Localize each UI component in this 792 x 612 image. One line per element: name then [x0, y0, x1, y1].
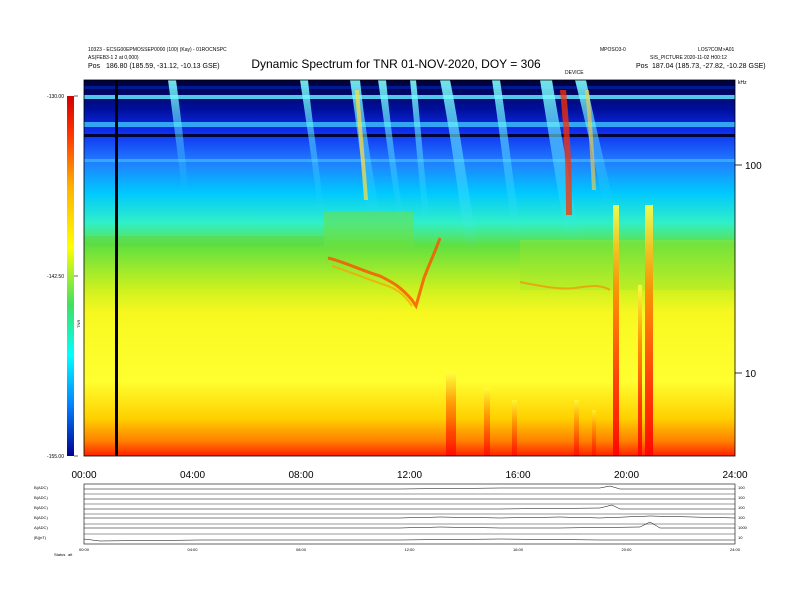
pos-right-label: Pos: [636, 63, 649, 70]
burst-streak: [410, 80, 430, 225]
burst-streak: [355, 90, 368, 200]
x-tick-label: 12:00: [397, 470, 422, 481]
colorbar-gradient: [67, 96, 74, 456]
header-meta-right-2: LOS?COM>A01: [698, 47, 735, 53]
header-meta-left-2: AS(FEB3-1 2 at 0,000): [88, 55, 139, 61]
panel-x-tick: 12:00: [404, 547, 415, 552]
burst-streak: [300, 80, 324, 210]
header-meta-right-1: MPOSO3-0: [600, 47, 626, 53]
burst-streak: [585, 90, 596, 190]
band-line: [84, 122, 735, 127]
pos-right-value: 187.04 (185.73, -27.82, -10.28 GSE): [652, 63, 766, 70]
panel-label: |B|(nT): [34, 535, 47, 540]
band-line: [84, 134, 735, 137]
burst-spike: [638, 285, 642, 456]
series-trace: [84, 515, 736, 519]
panel-axis-right: 10: [738, 535, 743, 540]
burst-streak: [440, 80, 478, 250]
x-tick-label: 20:00: [614, 470, 639, 481]
burst-spike: [512, 400, 517, 456]
timeseries-panels: B(ADC) B(ADC) B(ADC) B(ADC) A(ADC) |B|(n…: [34, 483, 748, 557]
colorbar-label-top: -130.00: [47, 94, 64, 100]
x-tick-label: 04:00: [180, 470, 205, 481]
series-trace: [84, 504, 735, 510]
marker-label: DEVICE: [565, 70, 584, 76]
x-tick-label: 08:00: [288, 470, 313, 481]
corner-unit-label: kHz: [738, 80, 747, 86]
x-tick-label: 16:00: [505, 470, 530, 481]
x-tick-label: 24:00: [722, 470, 747, 481]
burst-streak: [378, 80, 404, 220]
header-meta-right-3: SIS_PICTURE 2020-11-02 H00:12: [650, 55, 727, 61]
pos-left-value: 186.80 (185.59, -31.12, -10.13 GSE): [106, 63, 220, 70]
panel-label: B(ADC): [34, 515, 48, 520]
spectrogram-frame: [83, 79, 736, 457]
spectrogram-background: [84, 80, 735, 456]
y-tick-label: 10: [745, 369, 757, 380]
colorbar-label-mid: -142.50: [47, 274, 64, 280]
status-label: Status: [54, 552, 65, 557]
burst-spike: [613, 205, 619, 456]
panel-x-tick: 00:00: [79, 547, 90, 552]
panel-x-tick: 24:00: [730, 547, 741, 552]
series-trace: [83, 538, 735, 542]
page-title: Dynamic Spectrum for TNR 01-NOV-2020, DO…: [251, 57, 541, 71]
panel-x-tick: 08:00: [296, 547, 307, 552]
y-tick-label: 100: [745, 161, 762, 172]
burst-spike: [592, 410, 596, 456]
colorbar-units: TNR: [76, 320, 81, 328]
plateau-region: [520, 240, 735, 290]
panel-axis-right: 100: [738, 505, 745, 510]
burst-spike: [446, 372, 456, 456]
band-line: [84, 159, 735, 162]
panel-x-tick: 16:00: [513, 547, 524, 552]
status-value: alt: [68, 552, 73, 557]
burst-streak: [575, 80, 614, 205]
spectrogram: [84, 80, 735, 456]
x-tick-label: 00:00: [71, 470, 96, 481]
band-line: [84, 86, 735, 89]
panel-label: B(ADC): [34, 485, 48, 490]
burst-spike: [484, 388, 490, 456]
series-trace: [84, 521, 735, 529]
series-trace: [84, 485, 735, 490]
emission-lane: [331, 265, 413, 307]
burst-spike: [574, 400, 579, 456]
panel-x-tick: 04:00: [187, 547, 198, 552]
band-line: [84, 95, 735, 99]
plateau-region: [84, 236, 324, 246]
y-axis-right: 100 10: [735, 161, 762, 380]
x-axis: 00:00 04:00 08:00 12:00 16:00 20:00 24:0…: [71, 470, 747, 481]
panel-x-tick: 20:00: [621, 547, 632, 552]
burst-streak: [492, 80, 520, 230]
panel-label: B(ADC): [34, 495, 48, 500]
panel-axis-right: 100: [738, 495, 745, 500]
panel-axis-right: 100: [738, 485, 745, 490]
burst-spike: [645, 205, 653, 456]
data-gap-line: [115, 80, 118, 456]
emission-lane: [327, 237, 442, 310]
panel-axis-right: 1000: [738, 525, 748, 530]
header-meta-left-1: 10323 - ECSG00EPMOSSEP0000 (100) (Kay) -…: [88, 47, 227, 53]
burst-streak: [168, 80, 188, 190]
panel-label: B(ADC): [34, 505, 48, 510]
panel-label: A(ADC): [34, 525, 48, 530]
pos-left-label: Pos: [88, 63, 101, 70]
burst-streak: [560, 90, 572, 215]
panel-axis-right: 100: [738, 515, 745, 520]
emission-lane: [519, 281, 611, 291]
colorbar-label-bottom: -155.00: [47, 454, 64, 460]
